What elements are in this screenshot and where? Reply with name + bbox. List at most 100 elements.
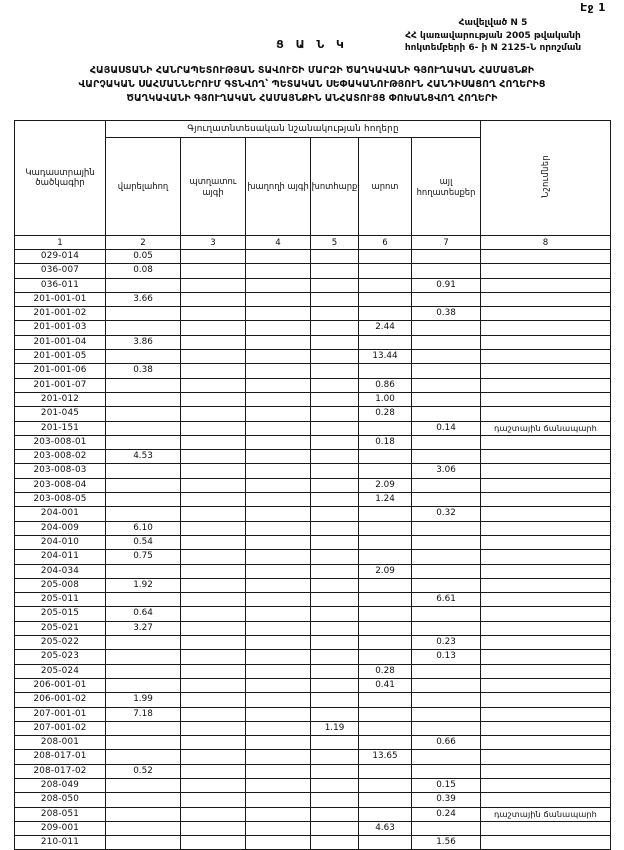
cell-cadastral-code: 208-050 xyxy=(14,792,106,808)
cell-orchard xyxy=(180,777,246,794)
cell-pasture xyxy=(358,792,412,808)
cell-note xyxy=(480,291,611,308)
cell-note xyxy=(480,349,611,365)
table-row: 201-001-02 0.38 xyxy=(14,306,611,322)
table-column-number-row: 1 2 3 4 5 6 7 8 xyxy=(14,235,611,250)
cell-pasture xyxy=(358,463,412,479)
cell-orchard xyxy=(180,592,246,608)
cell-orchard xyxy=(180,492,246,508)
cell-note xyxy=(480,506,611,522)
cell-other xyxy=(411,763,481,779)
approval-line-1: Հավելված N 5 xyxy=(458,18,528,28)
cell-pasture xyxy=(358,248,412,265)
cell-other: 3.06 xyxy=(411,463,481,479)
cell-note xyxy=(480,277,611,293)
cell-cadastral-code: 203-008-02 xyxy=(14,449,106,465)
cell-arable xyxy=(105,820,181,837)
cell-pasture xyxy=(358,735,412,751)
cell-arable: 3.66 xyxy=(105,291,181,308)
cell-cadastral-code: 029-014 xyxy=(14,248,106,265)
cell-arable xyxy=(105,649,181,665)
table-row: 201-001-04 3.86 xyxy=(14,334,611,351)
cell-vineyard xyxy=(245,620,311,637)
cell-note xyxy=(480,749,611,765)
cell-vineyard xyxy=(245,635,311,651)
cell-cadastral-code: 204-034 xyxy=(14,563,106,579)
cell-cadastral-code: 203-008-03 xyxy=(14,463,106,479)
cell-hayfield xyxy=(310,277,359,293)
cell-hayfield xyxy=(310,434,359,451)
table-row: 203-008-01 0.18 xyxy=(14,434,611,451)
cell-orchard xyxy=(180,735,246,751)
title-line-1: ՀԱՅԱՍՏԱՆԻ ՀԱՆՐԱՊԵՏՈՒԹՅԱՆ ՏԱՎՈՒՇԻ ՄԱՐԶԻ Ծ… xyxy=(89,65,535,76)
cell-pasture xyxy=(358,449,412,465)
column-number-5: 5 xyxy=(310,235,359,250)
cell-vineyard xyxy=(245,449,311,465)
table-row: 209-001 4.63 xyxy=(14,820,611,837)
cell-vineyard xyxy=(245,506,311,522)
cell-orchard xyxy=(180,520,246,536)
cell-hayfield xyxy=(310,248,359,265)
cell-pasture: 0.18 xyxy=(358,434,412,451)
cell-vineyard xyxy=(245,291,311,308)
cell-cadastral-code: 206-001-02 xyxy=(14,692,106,708)
cell-arable: 0.38 xyxy=(105,363,181,379)
cell-pasture: 4.63 xyxy=(358,820,412,837)
cell-hayfield xyxy=(310,635,359,651)
cell-pasture xyxy=(358,692,412,708)
cell-cadastral-code: 204-010 xyxy=(14,534,106,551)
cell-orchard xyxy=(180,334,246,351)
cell-note xyxy=(480,635,611,651)
cell-pasture xyxy=(358,363,412,379)
cell-other xyxy=(411,449,481,465)
cell-orchard xyxy=(180,463,246,479)
column-header-cadastral-code: Կադաստրային ծածկագիր xyxy=(14,120,106,236)
cell-orchard xyxy=(180,363,246,379)
cell-cadastral-code: 205-011 xyxy=(14,592,106,608)
cell-other xyxy=(411,492,481,508)
cell-arable xyxy=(105,391,181,408)
cell-pasture: 2.09 xyxy=(358,477,412,494)
cell-cadastral-code: 210-011 xyxy=(14,835,106,850)
table-group-header-row: Կադաստրային ծածկագիր Գյուղատնտեսական նշա… xyxy=(14,120,611,236)
cell-vineyard xyxy=(245,692,311,708)
cell-vineyard xyxy=(245,777,311,794)
column-header-orchard: պտղատու այգի xyxy=(180,137,246,236)
cell-note xyxy=(480,663,611,679)
column-group-header-agricultural-land: Գյուղատնտեսական նշանակության հողերը xyxy=(105,120,481,138)
cell-note xyxy=(480,534,611,551)
cell-arable: 0.54 xyxy=(105,534,181,551)
cell-other: 0.24 xyxy=(411,806,481,822)
cell-note xyxy=(480,263,611,279)
column-number-7: 7 xyxy=(411,235,481,250)
cell-hayfield xyxy=(310,334,359,351)
cell-note xyxy=(480,477,611,494)
cell-arable: 3.86 xyxy=(105,334,181,351)
table-row: 205-022 0.23 xyxy=(14,635,611,651)
cell-note xyxy=(480,592,611,608)
cell-note xyxy=(480,391,611,408)
cell-orchard xyxy=(180,663,246,679)
cell-cadastral-code: 203-008-05 xyxy=(14,492,106,508)
cell-note xyxy=(480,677,611,694)
table-row: 204-009 6.10 xyxy=(14,520,611,536)
cell-note xyxy=(480,649,611,665)
cell-note xyxy=(480,777,611,794)
cell-hayfield xyxy=(310,792,359,808)
cell-orchard xyxy=(180,434,246,451)
cell-orchard xyxy=(180,534,246,551)
column-header-pasture: արոտ xyxy=(358,137,412,236)
table-row: 206-001-02 1.99 xyxy=(14,692,611,708)
cell-pasture xyxy=(358,549,412,565)
cell-cadastral-code: 208-017-02 xyxy=(14,763,106,779)
cell-orchard xyxy=(180,563,246,579)
cell-vineyard xyxy=(245,763,311,779)
cell-orchard xyxy=(180,692,246,708)
column-header-hayfield: խոտհարք xyxy=(310,137,359,236)
cell-cadastral-code: 203-008-04 xyxy=(14,477,106,494)
cell-vineyard xyxy=(245,835,311,850)
cell-vineyard xyxy=(245,520,311,536)
cell-hayfield xyxy=(310,320,359,336)
cell-hayfield xyxy=(310,763,359,779)
cell-hayfield xyxy=(310,306,359,322)
